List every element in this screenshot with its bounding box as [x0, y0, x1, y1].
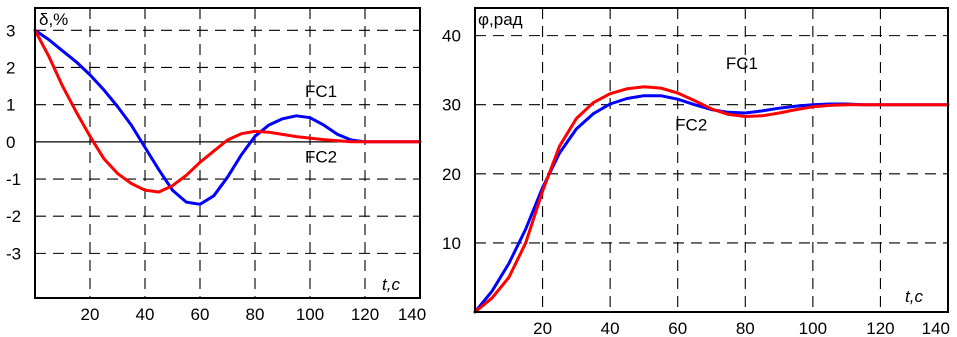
- y-tick-label: -1: [6, 170, 21, 189]
- angle-chart: 20 40 60 80 100 120 140 40 30 20 10 φ,рад t,c FC1 FC2: [442, 7, 950, 337]
- x-tick-label: 40: [601, 319, 620, 337]
- y-tick-label: 2: [6, 58, 15, 77]
- x-tick-label: 20: [81, 305, 100, 324]
- x-tick-label: 100: [296, 305, 324, 324]
- series-annotation: FC1: [305, 82, 337, 101]
- x-tick-label: 20: [533, 319, 552, 337]
- y-axis-label: φ,рад: [478, 10, 523, 29]
- y-tick-label: 1: [6, 96, 15, 115]
- x-tick-label: 100: [799, 319, 827, 337]
- plot-frame: [474, 7, 949, 313]
- plot-frame: [34, 7, 421, 299]
- x-axis-label: t,c: [905, 287, 923, 306]
- y-tick-label: -2: [6, 207, 21, 226]
- y-tick-label: 30: [442, 96, 461, 115]
- deviation-chart: 20 40 60 80 100 120 140 3 2 1 0 -1 -2 -3 δ,% t,c FC1 FC2: [6, 7, 426, 324]
- y-tick-label: 10: [442, 234, 461, 253]
- y-tick-label: -3: [6, 244, 21, 263]
- y-axis-label: δ,%: [39, 10, 68, 29]
- series-annotation: FC2: [305, 147, 337, 166]
- x-tick-label: 40: [136, 305, 155, 324]
- x-tick-label: 80: [736, 319, 755, 337]
- x-tick-label: 140: [398, 305, 426, 324]
- x-tick-label: 120: [351, 305, 379, 324]
- x-tick-label: 60: [668, 319, 687, 337]
- x-tick-label: 140: [922, 319, 950, 337]
- y-tick-label: 3: [6, 21, 15, 40]
- series-annotation: FC1: [726, 54, 758, 73]
- series-annotation: FC2: [675, 115, 707, 134]
- y-tick-label: 0: [6, 133, 15, 152]
- series-line-fc2: [473, 85, 950, 314]
- x-axis-label: t,c: [382, 275, 400, 294]
- y-tick-label: 20: [442, 165, 461, 184]
- series-line-fc1: [473, 94, 950, 314]
- x-tick-label: 80: [246, 305, 265, 324]
- x-tick-label: 120: [866, 319, 894, 337]
- series-line-fc1: [33, 28, 422, 206]
- series-line-fc2: [33, 28, 422, 194]
- x-tick-label: 60: [191, 305, 210, 324]
- y-tick-label: 40: [442, 27, 461, 46]
